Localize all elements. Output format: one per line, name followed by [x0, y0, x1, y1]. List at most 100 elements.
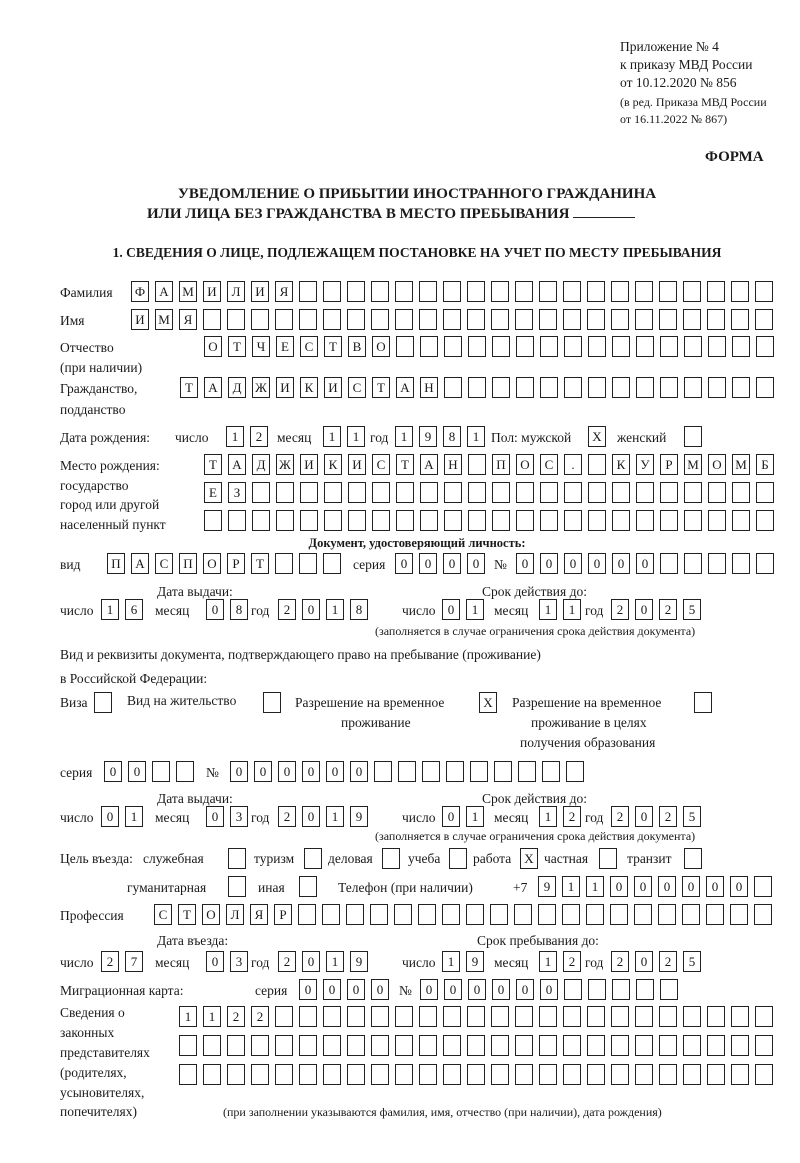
char-box[interactable]: 0 — [420, 979, 438, 1000]
char-box[interactable] — [444, 482, 462, 503]
char-box[interactable] — [756, 510, 774, 531]
char-box[interactable]: И — [348, 454, 366, 475]
residence-checkbox[interactable] — [263, 692, 281, 713]
char-box[interactable] — [444, 377, 462, 398]
char-box[interactable] — [347, 281, 365, 302]
char-box[interactable]: 0 — [299, 979, 317, 1000]
char-box[interactable] — [539, 1035, 557, 1056]
char-box[interactable]: С — [155, 553, 173, 574]
char-box[interactable] — [730, 904, 748, 925]
char-box[interactable] — [756, 377, 774, 398]
char-box[interactable]: 1 — [442, 951, 460, 972]
char-box[interactable] — [419, 1035, 437, 1056]
char-box[interactable]: А — [228, 454, 246, 475]
char-box[interactable] — [203, 1035, 221, 1056]
char-box[interactable] — [446, 761, 464, 782]
char-box[interactable] — [444, 510, 462, 531]
sex-female-checkbox[interactable] — [684, 426, 702, 447]
char-box[interactable] — [228, 510, 246, 531]
char-box[interactable]: 0 — [302, 599, 320, 620]
char-box[interactable] — [468, 482, 486, 503]
char-box[interactable] — [660, 336, 678, 357]
char-box[interactable]: 2 — [611, 599, 629, 620]
purpose-tourism-checkbox[interactable] — [304, 848, 322, 869]
char-box[interactable] — [732, 482, 750, 503]
char-box[interactable] — [515, 1006, 533, 1027]
char-box[interactable]: 1 — [179, 1006, 197, 1027]
temp-residence-checkbox[interactable]: X — [479, 692, 497, 713]
char-box[interactable]: О — [203, 553, 221, 574]
char-box[interactable] — [420, 482, 438, 503]
char-box[interactable] — [467, 309, 485, 330]
char-box[interactable] — [635, 281, 653, 302]
purpose-private-checkbox[interactable] — [599, 848, 617, 869]
char-box[interactable] — [204, 510, 222, 531]
char-box[interactable] — [179, 1064, 197, 1085]
char-box[interactable]: 1 — [586, 876, 604, 897]
char-box[interactable]: 1 — [203, 1006, 221, 1027]
char-box[interactable]: 0 — [492, 979, 510, 1000]
char-box[interactable] — [516, 510, 534, 531]
purpose-other-checkbox[interactable] — [299, 876, 317, 897]
char-box[interactable]: 0 — [730, 876, 748, 897]
char-box[interactable]: 2 — [611, 806, 629, 827]
char-box[interactable] — [636, 336, 654, 357]
char-box[interactable]: П — [107, 553, 125, 574]
char-box[interactable] — [252, 482, 270, 503]
char-box[interactable] — [382, 848, 400, 869]
char-box[interactable]: Б — [756, 454, 774, 475]
char-box[interactable]: 0 — [540, 553, 558, 574]
char-box[interactable] — [539, 309, 557, 330]
char-box[interactable]: 0 — [254, 761, 272, 782]
char-box[interactable] — [755, 309, 773, 330]
char-box[interactable] — [444, 336, 462, 357]
char-box[interactable] — [515, 309, 533, 330]
char-box[interactable] — [298, 904, 316, 925]
char-box[interactable]: 2 — [251, 1006, 269, 1027]
char-box[interactable] — [419, 1006, 437, 1027]
char-box[interactable]: 1 — [562, 876, 580, 897]
char-box[interactable]: 8 — [350, 599, 368, 620]
char-box[interactable] — [275, 553, 293, 574]
char-box[interactable]: 2 — [101, 951, 119, 972]
char-box[interactable]: 2 — [563, 951, 581, 972]
char-box[interactable] — [323, 281, 341, 302]
char-box[interactable]: 0 — [442, 599, 460, 620]
char-box[interactable] — [515, 1064, 533, 1085]
char-box[interactable]: С — [300, 336, 318, 357]
char-box[interactable]: И — [324, 377, 342, 398]
char-box[interactable] — [227, 1064, 245, 1085]
char-box[interactable] — [419, 309, 437, 330]
char-box[interactable] — [587, 1064, 605, 1085]
char-box[interactable] — [564, 482, 582, 503]
char-box[interactable]: Д — [228, 377, 246, 398]
char-box[interactable] — [635, 1035, 653, 1056]
char-box[interactable]: Л — [226, 904, 244, 925]
char-box[interactable] — [563, 1006, 581, 1027]
char-box[interactable]: 0 — [635, 806, 653, 827]
char-box[interactable] — [515, 1035, 533, 1056]
char-box[interactable]: 9 — [538, 876, 556, 897]
char-box[interactable] — [564, 336, 582, 357]
char-box[interactable] — [684, 510, 702, 531]
char-box[interactable] — [755, 281, 773, 302]
char-box[interactable]: Т — [396, 454, 414, 475]
char-box[interactable]: Я — [275, 281, 293, 302]
char-box[interactable] — [684, 848, 702, 869]
char-box[interactable]: И — [203, 281, 221, 302]
char-box[interactable] — [324, 482, 342, 503]
char-box[interactable] — [660, 510, 678, 531]
purpose-service-checkbox[interactable] — [228, 848, 246, 869]
char-box[interactable] — [395, 281, 413, 302]
char-box[interactable] — [176, 761, 194, 782]
char-box[interactable] — [707, 1064, 725, 1085]
char-box[interactable] — [586, 904, 604, 925]
